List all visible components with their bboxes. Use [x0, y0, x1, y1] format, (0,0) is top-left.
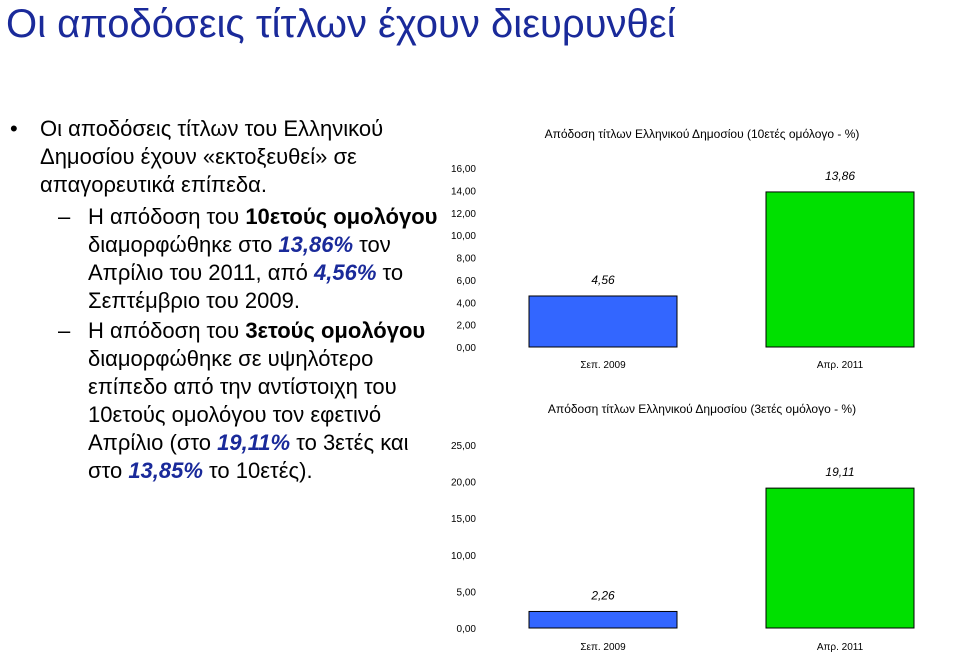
bullet-list: Οι αποδόσεις τίτλων του Ελληνικού Δημοσί…	[10, 115, 440, 487]
text: Η απόδοση του	[88, 204, 246, 229]
bold-text: 10ετούς ομολόγου	[245, 204, 438, 229]
y-tick-label-3y: 20,00	[451, 478, 476, 489]
y-tick-label-10y: 0,00	[457, 343, 477, 354]
bar-3y	[765, 487, 915, 629]
highlight-value: 19,11%	[217, 430, 291, 455]
chart-title-10y: Απόδοση τίτλων Ελληνικού Δημοσίου (10ετέ…	[545, 127, 860, 141]
dash-marker: –	[58, 318, 71, 343]
y-tick-label-10y: 4,00	[457, 298, 477, 309]
bar-10y	[528, 295, 678, 348]
text: Η απόδοση του	[88, 318, 246, 343]
text: διαμορφώθηκε στο	[88, 232, 279, 257]
sub-bullet-3y: – Η απόδοση του 3ετούς ομολόγου διαμορφώ…	[10, 317, 440, 485]
y-tick-label-10y: 12,00	[451, 209, 476, 220]
dash-marker: –	[58, 204, 71, 229]
y-tick-label-3y: 0,00	[457, 624, 477, 635]
y-tick-label-10y: 16,00	[451, 164, 476, 175]
data-label-3y: 2,26	[590, 588, 615, 602]
y-tick-label-10y: 14,00	[451, 186, 476, 197]
x-tick-label-3y: Σεπ. 2009	[580, 642, 626, 653]
text: τον Απρίλιο του 2011, από	[88, 232, 391, 285]
data-label-3y: 19,11	[825, 465, 854, 479]
text: το 10ετές).	[202, 458, 313, 483]
bold-text: 3ετούς ομολόγου	[245, 318, 426, 343]
x-tick-label-3y: Απρ. 2011	[817, 642, 864, 653]
y-tick-label-3y: 5,00	[457, 587, 477, 598]
highlight-value: 13,86%	[278, 232, 354, 257]
slide-title: Οι αποδόσεις τίτλων έχουν διευρυνθεί	[6, 2, 676, 46]
y-tick-label-10y: 6,00	[457, 276, 477, 287]
y-tick-label-3y: 10,00	[451, 551, 476, 562]
bullet-main: Οι αποδόσεις τίτλων του Ελληνικού Δημοσί…	[10, 115, 440, 199]
y-tick-label-10y: 10,00	[451, 231, 476, 242]
sub-bullet-10y: – Η απόδοση του 10ετούς ομολόγου διαμορφ…	[10, 203, 440, 315]
highlight-value: 13,85%	[128, 458, 203, 483]
text: το Σεπτέμβριο του 2009.	[88, 260, 404, 313]
y-tick-label-3y: 25,00	[451, 441, 476, 452]
data-label-10y: 4,56	[591, 273, 615, 287]
chart-title-3y: Απόδοση τίτλων Ελληνικού Δημοσίου (3ετές…	[548, 402, 856, 416]
x-tick-label-10y: Απρ. 2011	[817, 360, 864, 371]
text: το 3ετές και στο	[88, 430, 409, 483]
y-tick-label-10y: 2,00	[457, 321, 477, 332]
x-tick-label-10y: Σεπ. 2009	[580, 360, 626, 371]
y-tick-label-3y: 15,00	[451, 514, 476, 525]
data-label-10y: 13,86	[825, 169, 855, 183]
text: διαμορφώθηκε σε υψηλότερο επίπεδο από τη…	[88, 346, 397, 455]
highlight-value: 4,56%	[314, 260, 377, 285]
bar-3y	[528, 610, 678, 629]
y-tick-label-10y: 8,00	[457, 254, 477, 265]
bar-10y	[765, 191, 915, 348]
